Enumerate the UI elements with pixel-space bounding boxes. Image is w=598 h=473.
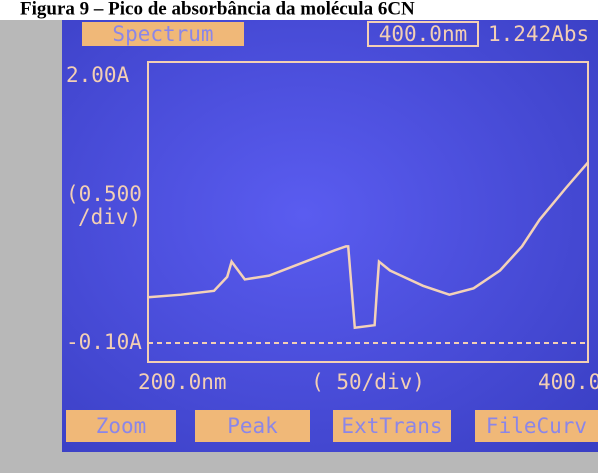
y-tick-label: -0.10A [66,330,142,354]
y-division: /div) [78,205,141,229]
x-tick-label: 400.0nm [538,370,598,394]
caption: Figura 9 – Pico de absorbância da molécu… [20,0,415,19]
button[interactable] [333,410,451,442]
plot-frame [147,61,589,363]
button[interactable] [66,410,176,442]
mode-box [82,22,244,46]
absorbance: 1.242Abs [488,22,589,46]
x-division: ( 50/div) [311,370,425,394]
button-label[interactable]: Peak [227,414,278,438]
spectrum-line [147,161,589,330]
button-label[interactable]: ExtTrans [341,414,442,438]
x-tick-label: 200.0nm [138,370,227,394]
button-label[interactable]: Zoom [96,414,147,438]
y-tick-label: 2.00A [66,63,130,87]
button[interactable] [475,410,598,442]
button[interactable] [195,410,310,442]
screen [62,20,598,452]
mode-label: Spectrum [112,22,213,46]
button-label[interactable]: FileCurv [486,414,587,438]
wavelength-box [367,21,479,47]
y-division: (0.500 [66,182,142,206]
wavelength: 400.0nm [379,22,468,46]
